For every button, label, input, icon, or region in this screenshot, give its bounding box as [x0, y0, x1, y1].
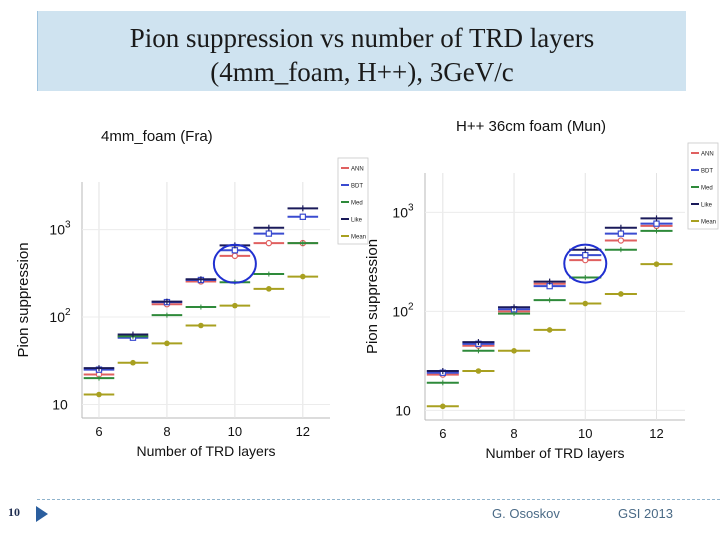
data-point-bdt — [617, 230, 625, 237]
legend-box — [337, 157, 369, 245]
data-point-mean — [96, 391, 102, 398]
x-tick-label: 8 — [510, 426, 517, 441]
legend-label-mean: Mean — [701, 220, 716, 226]
left-chart: 6 8 10 12 10 102 103 Number of TRD layers Pion s… — [15, 157, 369, 459]
highlight-ellipse — [212, 243, 257, 284]
data-point-mean — [232, 302, 238, 309]
y-tick-label: 10 — [395, 402, 411, 418]
x-tick-label: 10 — [578, 426, 592, 441]
data-point-mean — [582, 300, 589, 307]
legend: ANN BDT Med Like Mean — [687, 142, 719, 230]
legend-label-ann: ANN — [351, 167, 364, 173]
x-tick-label: 10 — [228, 424, 242, 439]
data-point-ann — [231, 252, 239, 260]
x-axis-title: Number of TRD layers — [485, 445, 624, 461]
legend-label-like: Like — [351, 218, 363, 224]
legend-label-med: Med — [351, 201, 363, 207]
data-point-bdt — [265, 230, 273, 237]
slide-title-line-2: (4mm_foam, H++), 3GeV/c — [210, 57, 514, 87]
legend: ANN BDT Med Like Mean — [337, 157, 369, 245]
footer-event: GSI 2013 — [618, 506, 673, 521]
data-point-mean — [440, 403, 446, 410]
data-point-mean — [653, 261, 660, 267]
data-point-bdt — [653, 220, 660, 227]
highlight-ellipse — [563, 243, 608, 284]
data-point-mean — [130, 359, 136, 366]
y-tick-label: 102 — [392, 301, 414, 319]
data-point-bdt — [231, 247, 239, 254]
footer-author: G. Ososkov — [492, 506, 560, 521]
page-arrow-icon — [36, 506, 48, 522]
data-point-ann — [265, 239, 273, 247]
left-panel-title: 4mm_foam (Fra) — [101, 128, 213, 145]
data-point-mean — [511, 347, 517, 354]
slide-title-line-1: Pion suppression vs number of TRD layers — [129, 23, 595, 53]
page-number: 10 — [8, 505, 20, 519]
data-point-mean — [475, 368, 482, 374]
data-point-mean — [266, 286, 272, 292]
x-tick-label: 12 — [296, 424, 310, 439]
y-tick-label: 10 — [52, 396, 68, 412]
legend-label-like: Like — [701, 203, 713, 209]
x-tick-label: 8 — [163, 424, 170, 439]
legend-label-mean: Mean — [351, 235, 366, 241]
data-point-bdt — [299, 213, 307, 220]
y-axis-title: Pion suppression — [15, 242, 32, 357]
x-tick-label: 12 — [649, 426, 663, 441]
right-panel-title: H++ 36cm foam (Mun) — [456, 118, 607, 135]
x-tick-label: 6 — [95, 424, 102, 439]
y-tick-label: 103 — [392, 202, 414, 220]
y-axis-title: Pion suppression — [364, 239, 381, 354]
right-chart: 6 8 10 12 10 102 103 Number of TRD layers Pion s… — [364, 142, 719, 461]
slide-title-box: Pion suppression vs number of TRD layers… — [37, 11, 686, 91]
data-point-bdt — [582, 251, 589, 259]
x-tick-label: 6 — [439, 426, 446, 441]
legend-label-med: Med — [701, 186, 713, 192]
y-tick-label: 103 — [49, 220, 71, 238]
data-point-mean — [198, 322, 204, 329]
data-point-mean — [164, 340, 170, 347]
y-tick-label: 102 — [49, 307, 71, 325]
legend-label-bdt: BDT — [701, 169, 713, 175]
legend-label-bdt: BDT — [351, 184, 363, 190]
data-point-mean — [546, 327, 553, 333]
data-point-ann — [617, 237, 625, 244]
legend-label-ann: ANN — [701, 152, 714, 158]
footer-divider — [37, 499, 720, 500]
x-axis-title: Number of TRD layers — [136, 443, 275, 459]
data-point-mean — [618, 291, 624, 297]
data-point-mean — [300, 273, 306, 280]
